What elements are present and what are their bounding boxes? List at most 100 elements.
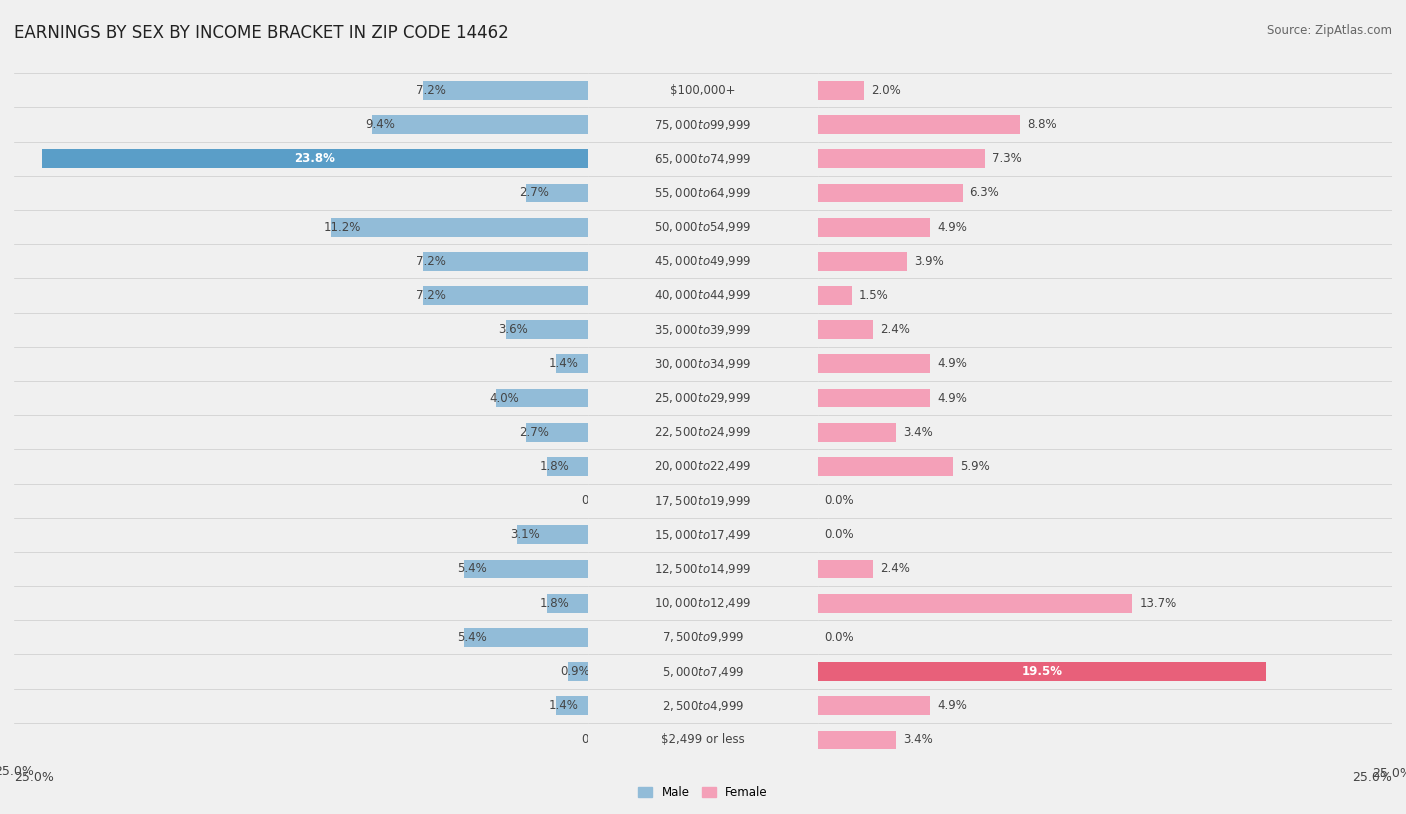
Bar bbox=[0, 723, 818, 757]
Text: 2.7%: 2.7% bbox=[519, 186, 550, 199]
Bar bbox=[588, 449, 1406, 484]
Bar bbox=[0, 654, 588, 689]
Text: $100,000+: $100,000+ bbox=[671, 84, 735, 97]
Bar bbox=[517, 525, 588, 545]
Text: 7.3%: 7.3% bbox=[993, 152, 1022, 165]
Text: 3.9%: 3.9% bbox=[914, 255, 943, 268]
Text: EARNINGS BY SEX BY INCOME BRACKET IN ZIP CODE 14462: EARNINGS BY SEX BY INCOME BRACKET IN ZIP… bbox=[14, 24, 509, 42]
Bar bbox=[0, 723, 588, 757]
Bar bbox=[423, 252, 588, 271]
Text: 5.9%: 5.9% bbox=[960, 460, 990, 473]
Text: $2,499 or less: $2,499 or less bbox=[661, 733, 745, 746]
Bar bbox=[818, 286, 852, 305]
Bar bbox=[0, 484, 588, 518]
Text: 0.0%: 0.0% bbox=[581, 733, 612, 746]
Text: $35,000 to $39,999: $35,000 to $39,999 bbox=[654, 322, 752, 337]
Bar bbox=[0, 210, 588, 244]
Bar bbox=[0, 142, 818, 176]
Text: $15,000 to $17,499: $15,000 to $17,499 bbox=[654, 527, 752, 542]
Text: 4.9%: 4.9% bbox=[938, 221, 967, 234]
Bar bbox=[0, 244, 818, 278]
Text: $25,000 to $29,999: $25,000 to $29,999 bbox=[654, 391, 752, 405]
Bar bbox=[0, 484, 818, 518]
Bar bbox=[464, 559, 588, 579]
Bar bbox=[818, 457, 953, 476]
Text: 1.4%: 1.4% bbox=[550, 699, 579, 712]
Text: 7.2%: 7.2% bbox=[416, 84, 446, 97]
Text: $65,000 to $74,999: $65,000 to $74,999 bbox=[654, 151, 752, 166]
Text: 3.4%: 3.4% bbox=[903, 426, 932, 439]
Bar bbox=[0, 107, 588, 142]
Bar bbox=[423, 286, 588, 305]
Text: 3.6%: 3.6% bbox=[499, 323, 529, 336]
Text: 8.8%: 8.8% bbox=[1026, 118, 1056, 131]
Bar bbox=[0, 244, 588, 278]
Text: $17,500 to $19,999: $17,500 to $19,999 bbox=[654, 493, 752, 508]
Bar bbox=[0, 415, 818, 449]
Text: 1.4%: 1.4% bbox=[550, 357, 579, 370]
Bar bbox=[588, 723, 1406, 757]
Bar bbox=[0, 73, 588, 107]
Bar bbox=[0, 586, 588, 620]
Bar bbox=[588, 210, 1406, 244]
Text: 13.7%: 13.7% bbox=[1139, 597, 1177, 610]
Text: 3.4%: 3.4% bbox=[903, 733, 932, 746]
Text: 7.2%: 7.2% bbox=[416, 289, 446, 302]
Bar bbox=[818, 149, 986, 168]
Text: 4.9%: 4.9% bbox=[938, 357, 967, 370]
Bar bbox=[0, 313, 818, 347]
Text: 2.0%: 2.0% bbox=[870, 84, 900, 97]
Bar bbox=[818, 593, 1132, 613]
Bar bbox=[0, 381, 588, 415]
Bar bbox=[0, 176, 588, 210]
Text: 3.1%: 3.1% bbox=[510, 528, 540, 541]
Text: $12,500 to $14,999: $12,500 to $14,999 bbox=[654, 562, 752, 576]
Bar bbox=[373, 115, 588, 134]
Bar bbox=[0, 313, 588, 347]
Bar bbox=[0, 347, 818, 381]
Bar bbox=[588, 586, 1406, 620]
Bar bbox=[588, 73, 1406, 107]
Bar bbox=[0, 107, 818, 142]
Bar bbox=[0, 278, 818, 313]
Bar bbox=[464, 628, 588, 647]
Text: 4.9%: 4.9% bbox=[938, 699, 967, 712]
Bar bbox=[568, 662, 588, 681]
Text: 1.8%: 1.8% bbox=[540, 460, 569, 473]
Text: $30,000 to $34,999: $30,000 to $34,999 bbox=[654, 357, 752, 371]
Text: 5.4%: 5.4% bbox=[457, 562, 486, 575]
Bar bbox=[506, 320, 588, 339]
Bar bbox=[0, 518, 818, 552]
Bar bbox=[0, 142, 588, 176]
Bar bbox=[588, 518, 1406, 552]
Bar bbox=[0, 449, 588, 484]
Bar bbox=[588, 620, 1406, 654]
Bar bbox=[0, 176, 818, 210]
Text: 25.0%: 25.0% bbox=[14, 771, 53, 784]
Text: $75,000 to $99,999: $75,000 to $99,999 bbox=[654, 117, 752, 132]
Bar bbox=[0, 654, 818, 689]
Bar bbox=[0, 415, 588, 449]
Bar bbox=[547, 457, 588, 476]
Text: $55,000 to $64,999: $55,000 to $64,999 bbox=[654, 186, 752, 200]
Text: 23.8%: 23.8% bbox=[294, 152, 336, 165]
Bar bbox=[818, 388, 931, 408]
Text: 9.4%: 9.4% bbox=[366, 118, 395, 131]
Bar bbox=[588, 244, 1406, 278]
Bar bbox=[588, 278, 1406, 313]
Text: 0.0%: 0.0% bbox=[825, 528, 855, 541]
Text: 2.4%: 2.4% bbox=[880, 323, 910, 336]
Bar bbox=[588, 107, 1406, 142]
Text: Source: ZipAtlas.com: Source: ZipAtlas.com bbox=[1267, 24, 1392, 37]
Text: 7.2%: 7.2% bbox=[416, 255, 446, 268]
Bar bbox=[42, 149, 588, 168]
Bar bbox=[588, 484, 1406, 518]
Bar bbox=[0, 689, 588, 723]
Bar bbox=[818, 217, 931, 237]
Bar bbox=[0, 449, 818, 484]
Text: $10,000 to $12,499: $10,000 to $12,499 bbox=[654, 596, 752, 610]
Bar bbox=[0, 620, 588, 654]
Bar bbox=[818, 730, 896, 750]
Bar bbox=[588, 552, 1406, 586]
Bar bbox=[818, 422, 896, 442]
